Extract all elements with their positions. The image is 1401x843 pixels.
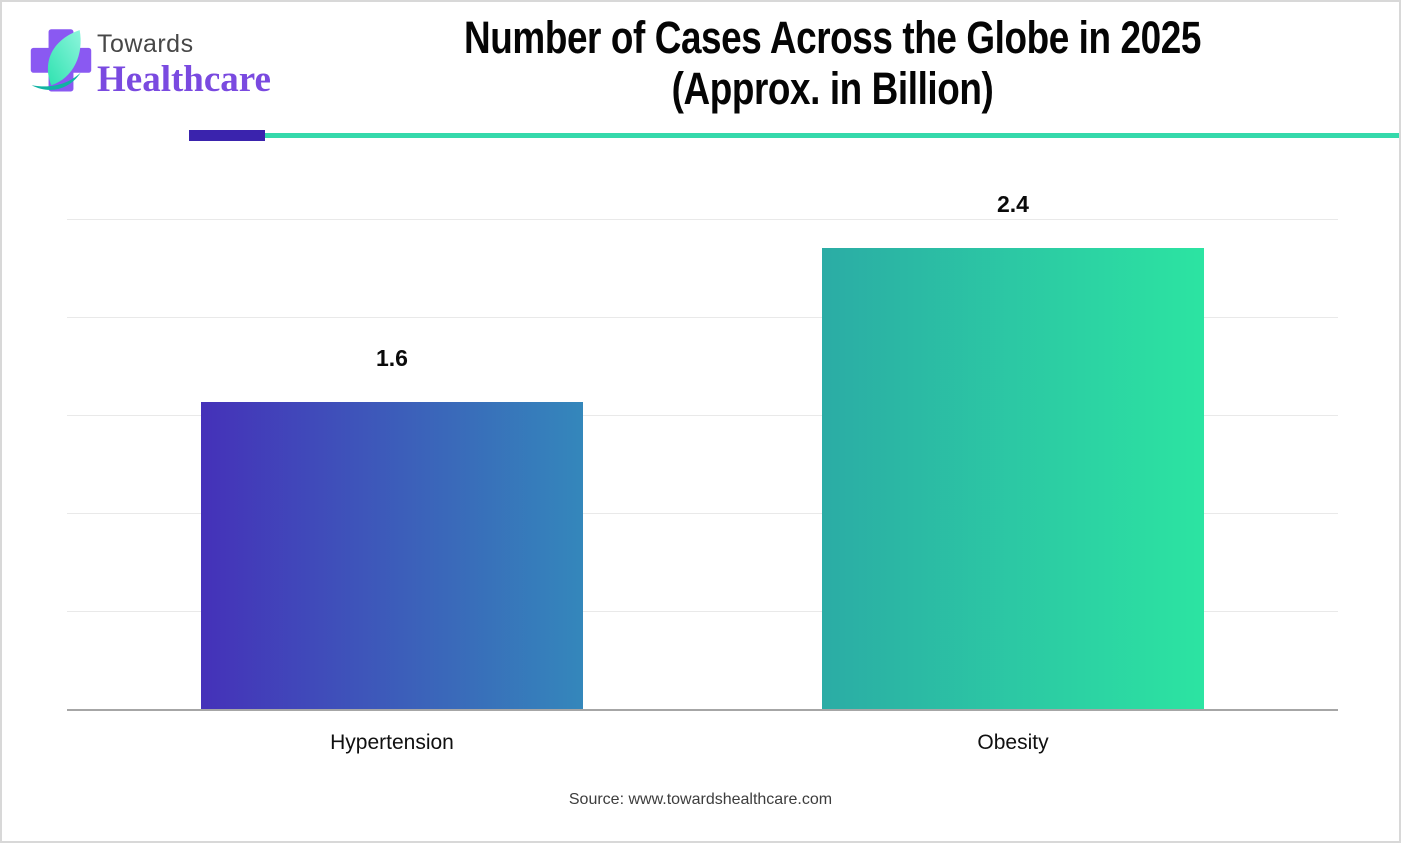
bar-group-hypertension: 1.6 Hypertension [201,219,583,754]
chart-title-line1: Number of Cases Across the Globe in 2025 [464,12,1201,63]
bar-hypertension [201,402,583,709]
source-note: Source: www.towardshealthcare.com [568,791,833,808]
towards-healthcare-logo-icon [30,29,92,92]
gridline [67,611,1338,612]
divider-line [265,133,1399,138]
plot-area: 1.6 Hypertension 2.4 Obesity [67,191,1338,754]
chart-title: Number of Cases Across the Globe in 2025… [373,12,1292,114]
brand-text: Towards Healthcare [97,26,271,100]
category-label-hypertension: Hypertension [330,731,454,754]
category-label-obesity: Obesity [977,731,1049,754]
towards-healthcare-logo: Towards Healthcare [29,26,271,100]
bar-value-label: 1.6 [376,345,408,371]
brand-name-healthcare: Healthcare [97,59,271,100]
gridline [67,513,1338,514]
bar-obesity [822,248,1204,709]
gridline [67,317,1338,318]
chart-title-line2: (Approx. in Billion) [671,63,994,114]
gridline [67,219,1338,220]
gridline [67,415,1338,416]
brand-name-towards: Towards [97,30,194,58]
bar-group-obesity: 2.4 Obesity [822,191,1204,754]
bar-value-label: 2.4 [997,191,1029,217]
divider-accent-bar [189,130,265,141]
